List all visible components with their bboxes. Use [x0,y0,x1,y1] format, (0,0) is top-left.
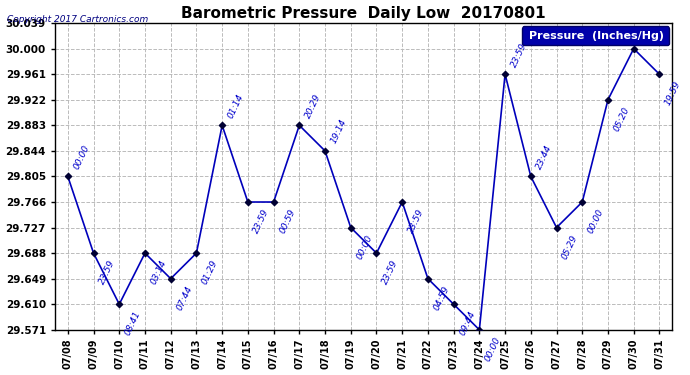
Text: 19:59: 19:59 [664,80,682,107]
Point [551,225,562,231]
Point [448,301,459,307]
Text: 03:14: 03:14 [149,259,168,286]
Text: 05:20: 05:20 [612,105,631,133]
Point [500,71,511,77]
Text: 01:29: 01:29 [201,259,219,286]
Point [319,148,331,154]
Text: 19:14: 19:14 [329,118,348,146]
Text: 04:59: 04:59 [432,284,451,312]
Text: 20:29: 20:29 [304,92,323,120]
Point [628,46,639,52]
Point [525,174,536,180]
Text: 23:59: 23:59 [381,259,400,286]
Point [242,199,253,205]
Point [217,122,228,128]
Text: 23:59: 23:59 [98,259,117,286]
Point [602,97,613,103]
Point [474,327,485,333]
Text: 23:59: 23:59 [406,208,426,235]
Point [397,199,408,205]
Text: 08:41: 08:41 [124,310,143,337]
Text: 00:00: 00:00 [484,335,503,363]
Text: 07:44: 07:44 [175,284,194,312]
Point [114,301,125,307]
Text: 00:00: 00:00 [586,208,606,235]
Point [345,225,356,231]
Text: Copyright 2017 Cartronics.com: Copyright 2017 Cartronics.com [7,15,148,24]
Point [294,122,305,128]
Point [88,250,99,256]
Text: 09:44: 09:44 [457,310,477,337]
Text: 05:29: 05:29 [561,233,580,261]
Point [165,276,176,282]
Point [139,250,150,256]
Point [654,71,665,77]
Point [191,250,202,256]
Text: 23:59: 23:59 [252,208,271,235]
Point [422,276,433,282]
Legend: Pressure  (Inches/Hg): Pressure (Inches/Hg) [522,27,669,45]
Text: 01:14: 01:14 [226,92,246,120]
Point [371,250,382,256]
Text: 23:44: 23:44 [535,144,554,171]
Title: Barometric Pressure  Daily Low  20170801: Barometric Pressure Daily Low 20170801 [181,6,546,21]
Text: 20:: 20: [638,26,652,43]
Point [62,174,73,180]
Point [268,199,279,205]
Text: 23:59: 23:59 [509,41,529,69]
Text: 00:00: 00:00 [355,233,374,261]
Text: 00:00: 00:00 [72,144,91,171]
Point [577,199,588,205]
Text: 00:59: 00:59 [278,208,297,235]
